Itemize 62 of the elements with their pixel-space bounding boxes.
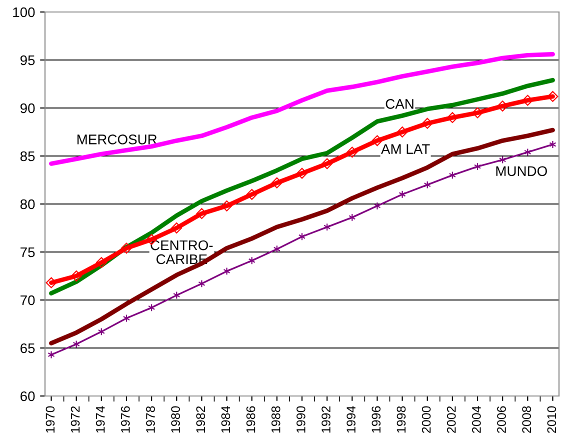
point xyxy=(396,126,408,138)
x-tick-label: 1980 xyxy=(171,406,180,433)
point xyxy=(246,188,258,200)
x-tick-label: 1970 xyxy=(46,406,55,433)
series-label: CAN xyxy=(386,99,414,109)
x-tick-label: 2006 xyxy=(497,406,506,433)
y-tick-label: 100 xyxy=(13,7,35,18)
point xyxy=(398,190,406,198)
x-tick-label: 1994 xyxy=(346,406,356,433)
x-tick-label: 1996 xyxy=(372,406,381,433)
y-tick-label: 80 xyxy=(20,199,35,210)
x-tick-label: 1990 xyxy=(296,406,306,433)
series-label: MUNDO xyxy=(496,166,547,176)
point xyxy=(372,135,383,146)
point xyxy=(221,200,232,212)
x-tick-label: 2010 xyxy=(547,406,556,433)
point xyxy=(198,280,206,288)
x-tick-label: 1988 xyxy=(271,406,280,433)
x-tick-label: 1976 xyxy=(120,406,130,433)
x-tick-label: 2008 xyxy=(522,406,532,433)
point xyxy=(296,168,308,179)
point xyxy=(497,100,508,112)
y-tick-label: 60 xyxy=(20,391,35,402)
point xyxy=(547,91,558,102)
x-tick-label: 2000 xyxy=(422,406,431,433)
x-tick-label: 1982 xyxy=(196,406,206,433)
point xyxy=(346,146,358,158)
point xyxy=(472,107,483,118)
x-tick-label: 2004 xyxy=(472,406,481,433)
point xyxy=(223,267,230,276)
y-tick-label: 70 xyxy=(20,295,35,306)
x-tick-label: 1972 xyxy=(70,406,80,433)
point xyxy=(422,118,433,129)
line-series xyxy=(49,52,555,166)
series-label: CENTRO-CARIBE xyxy=(150,240,213,264)
point xyxy=(522,94,534,106)
x-tick-label: 1984 xyxy=(221,406,230,433)
point xyxy=(196,208,208,220)
point xyxy=(121,242,132,254)
point xyxy=(46,277,57,288)
y-tick-label: 85 xyxy=(20,151,35,162)
y-tick-label: 95 xyxy=(20,55,35,66)
point xyxy=(96,257,107,268)
y-tick-label: 90 xyxy=(20,103,35,114)
y-tick-label: 65 xyxy=(20,343,35,354)
series-label: MERCOSUR xyxy=(77,134,157,144)
point xyxy=(374,202,381,210)
x-tick-label: 1974 xyxy=(96,406,105,433)
series-label: AM LAT xyxy=(381,144,430,154)
x-tick-label: 1986 xyxy=(246,406,256,433)
point xyxy=(171,222,182,234)
x-tick-label: 2002 xyxy=(446,406,456,433)
x-tick-label: 1998 xyxy=(396,406,406,433)
x-tick-label: 1978 xyxy=(146,406,155,433)
y-tick-label: 75 xyxy=(20,247,35,258)
point xyxy=(549,140,556,149)
point xyxy=(70,270,82,282)
point xyxy=(48,350,55,359)
point xyxy=(322,158,333,170)
point xyxy=(271,177,282,188)
point xyxy=(446,112,458,124)
x-tick-label: 1992 xyxy=(322,406,330,433)
